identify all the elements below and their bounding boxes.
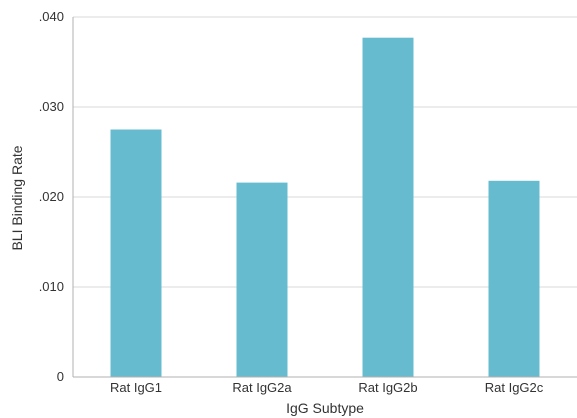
y-tick-label: .020: [39, 189, 64, 204]
bar-rat-igg2b: [362, 37, 414, 377]
y-tick-label: 0: [57, 369, 64, 384]
y-tick-labels: 0 .010 .020 .030 .040: [39, 9, 64, 384]
x-axis-title: IgG Subtype: [286, 400, 364, 416]
y-tick-label: .010: [39, 279, 64, 294]
bar-rat-igg2c: [488, 180, 540, 377]
y-tick-label: .040: [39, 9, 64, 24]
x-tick-label: Rat IgG1: [110, 380, 162, 395]
x-tick-label: Rat IgG2c: [485, 380, 544, 395]
bar-rat-igg1: [110, 129, 162, 377]
x-tick-label: Rat IgG2b: [358, 380, 417, 395]
x-tick-label: Rat IgG2a: [232, 380, 292, 395]
x-tick-labels: Rat IgG1 Rat IgG2a Rat IgG2b Rat IgG2c: [110, 380, 544, 395]
bar-rat-igg2a: [236, 182, 288, 377]
y-axis-title: BLI Binding Rate: [9, 145, 25, 250]
y-tick-label: .030: [39, 99, 64, 114]
bars: [110, 37, 540, 377]
